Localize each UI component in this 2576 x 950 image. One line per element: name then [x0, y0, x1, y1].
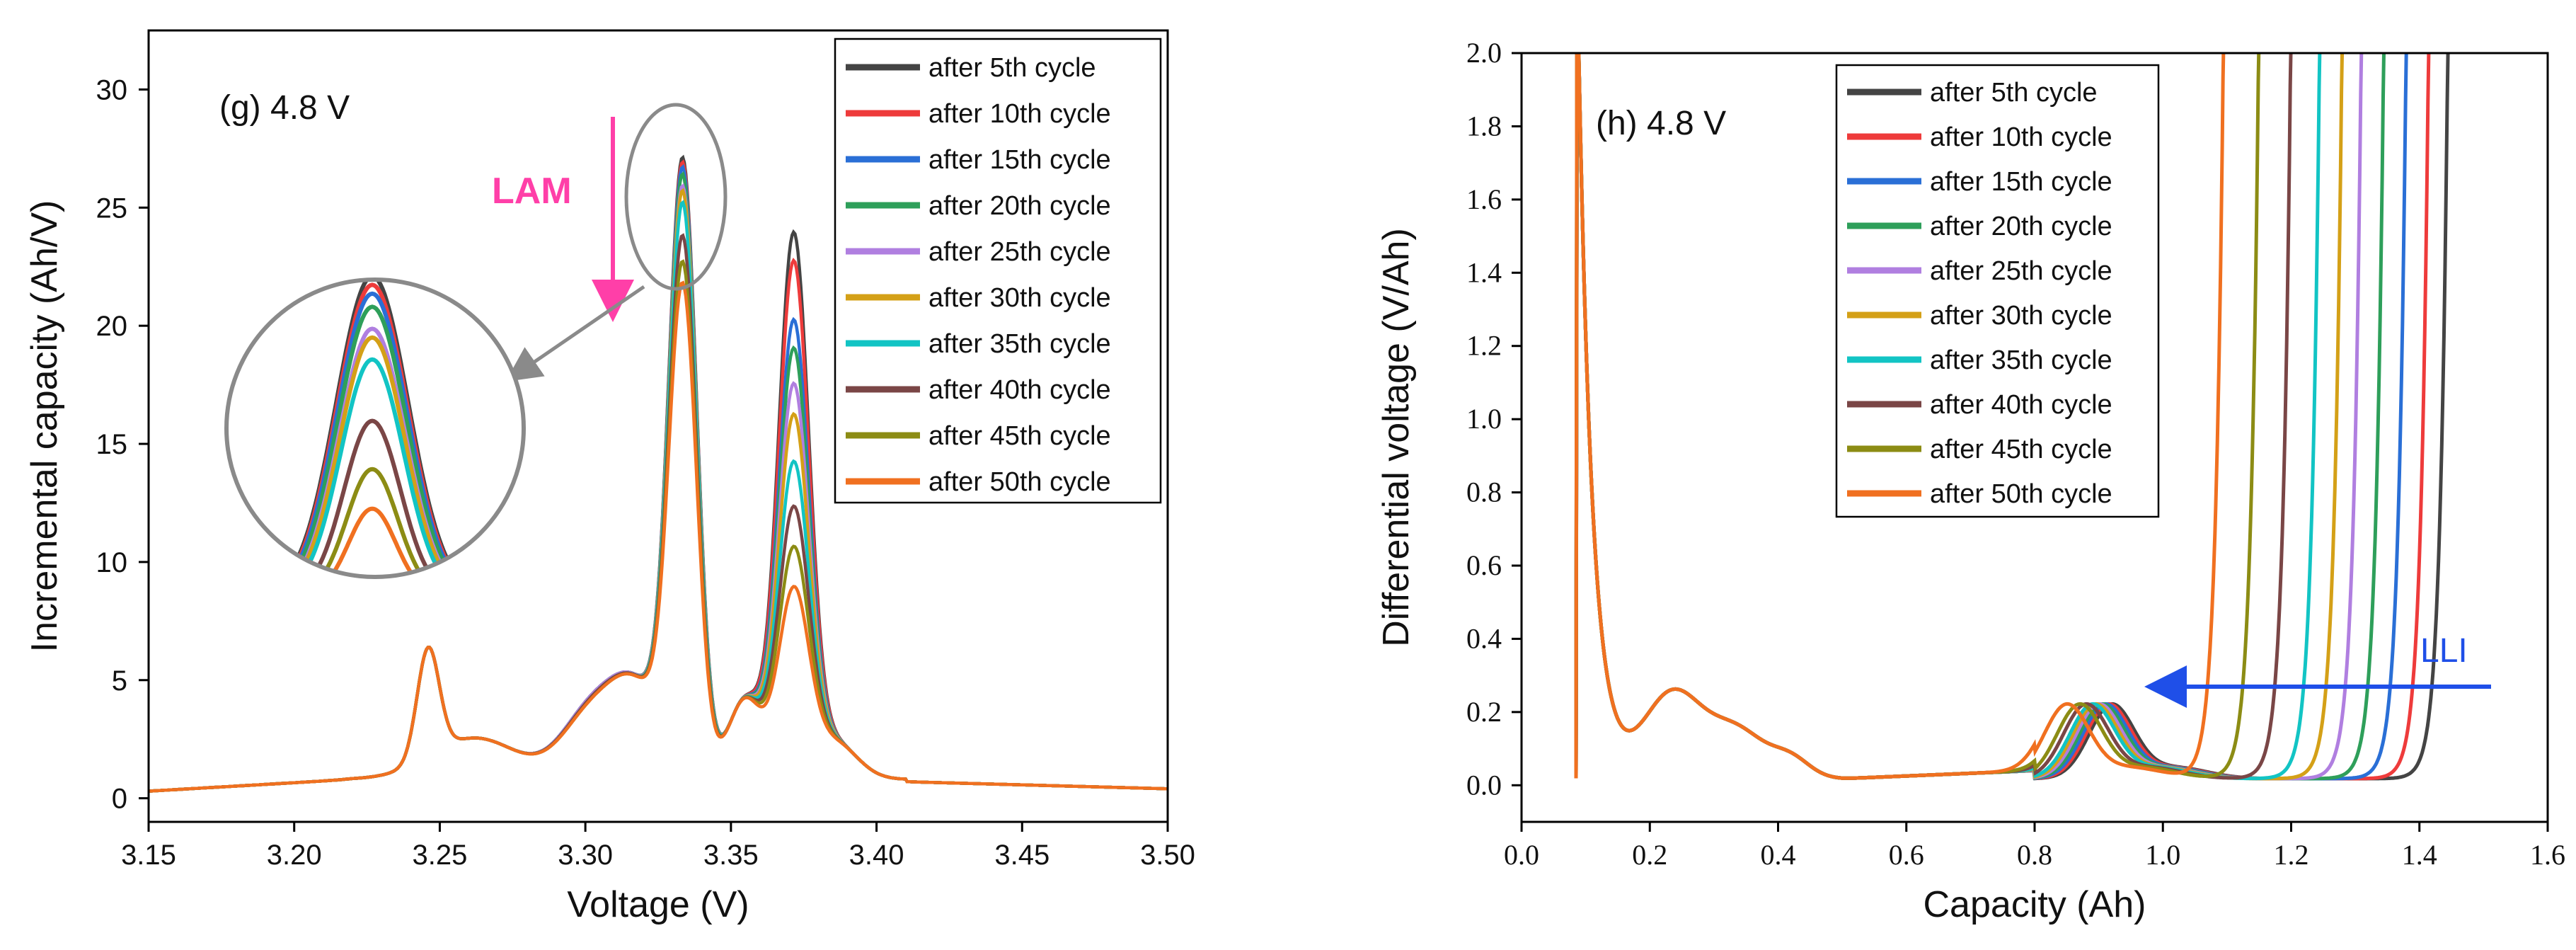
- g-legend-label: after 40th cycle: [928, 375, 1111, 405]
- g-y-tick-label: 10: [96, 547, 128, 578]
- g-series-group: [149, 154, 1168, 793]
- g-plot-frame: [147, 29, 1169, 823]
- g-legend-label: after 35th cycle: [928, 329, 1111, 359]
- g-x-axis: 3.15 3.20 3.25 3.30 3.35 3.40 3.45 3.50: [121, 822, 1195, 871]
- panel-g-incremental-capacity: 3.15 3.20 3.25 3.30 3.35 3.40 3.45 3.50 0 5 10 15 2…: [24, 29, 1195, 925]
- g-y-tick-label: 0: [112, 784, 127, 815]
- g-legend-label: after 50th cycle: [928, 467, 1111, 497]
- g-x-tick-label: 3.15: [121, 840, 176, 871]
- h-x-tick-label: 1.4: [2402, 839, 2437, 871]
- g-magnifier: [224, 277, 526, 579]
- h-y-axis-label: Differential voltage (V/Ah): [1376, 228, 1417, 647]
- g-y-tick-label: 30: [96, 74, 128, 105]
- g-annotation-lam: LAM: [492, 171, 572, 212]
- h-y-tick-label: 0.4: [1466, 622, 1502, 654]
- g-x-tick-label: 3.35: [703, 840, 759, 871]
- g-y-axis-label: Incremental capacity (Ah/V): [24, 200, 65, 653]
- g-legend-box: [834, 38, 1162, 504]
- g-y-tick-label: 15: [96, 429, 128, 460]
- h-legend-label: after 5th cycle: [1930, 78, 2098, 108]
- g-x-tick-label: 3.50: [1140, 840, 1195, 871]
- h-x-tick-label: 1.0: [2145, 839, 2180, 871]
- g-legend-label: after 5th cycle: [928, 53, 1096, 83]
- g-zoom-ellipse: [624, 103, 728, 291]
- g-x-tick-label: 3.25: [412, 840, 467, 871]
- g-series-line: [149, 280, 1168, 793]
- h-x-tick-label: 1.2: [2274, 839, 2309, 871]
- h-y-tick-label: 1.8: [1466, 110, 1502, 142]
- g-magnified-line: [306, 418, 438, 577]
- g-y-tick-label: 5: [112, 665, 127, 697]
- g-magnifier-series: [289, 280, 456, 577]
- h-legend-label: after 45th cycle: [1930, 435, 2112, 464]
- g-x-tick-label: 3.40: [849, 840, 904, 871]
- h-y-tick-label: 2.0: [1466, 37, 1502, 69]
- g-legend-label: after 30th cycle: [928, 283, 1111, 313]
- g-legend-label: after 45th cycle: [928, 421, 1111, 451]
- g-legend-items: after 5th cycle after 10th cycle after 15t…: [846, 53, 1111, 497]
- h-x-tick-label: 1.6: [2530, 839, 2565, 871]
- h-y-tick-label: 0.0: [1466, 769, 1502, 801]
- h-legend-label: after 25th cycle: [1930, 256, 2112, 286]
- h-legend: after 5th cycle after 10th cycle after 15t…: [1835, 64, 2160, 518]
- g-magnified-line: [299, 357, 446, 577]
- h-x-tick-label: 0.4: [1761, 839, 1796, 871]
- h-x-tick-label: 0.2: [1632, 839, 1667, 871]
- h-series-group: [1574, 53, 2450, 781]
- g-magnified-line: [292, 304, 452, 574]
- h-legend-items: after 5th cycle after 10th cycle after 15t…: [1847, 78, 2112, 509]
- panel-h-differential-voltage: 0.0 0.2 0.4 0.6 0.8 1.0 1.2 1.4 1.6 0.0 0.2 0.4 0.6…: [1376, 37, 2565, 925]
- h-y-tick-label: 0.8: [1466, 476, 1502, 508]
- h-y-tick-label: 0.6: [1466, 549, 1502, 581]
- h-x-tick-label: 0.0: [1504, 839, 1539, 871]
- h-y-tick-label: 1.0: [1466, 403, 1502, 435]
- h-y-tick-label: 1.2: [1466, 330, 1502, 362]
- h-annotation-lli: LLI: [2420, 632, 2468, 670]
- g-magnified-line: [318, 506, 427, 577]
- h-y-axis: 0.0 0.2 0.4 0.6 0.8 1.0 1.2 1.4 1.6 1.8 2.0: [1466, 37, 1522, 801]
- g-x-axis-label: Voltage (V): [567, 884, 749, 925]
- g-title: (g) 4.8 V: [219, 89, 350, 127]
- g-legend-label: after 20th cycle: [928, 191, 1111, 221]
- g-x-tick-label: 3.20: [267, 840, 322, 871]
- g-magnified-line: [312, 467, 432, 577]
- h-legend-label: after 10th cycle: [1930, 122, 2112, 152]
- g-x-tick-label: 3.45: [994, 840, 1050, 871]
- h-legend-label: after 50th cycle: [1930, 479, 2112, 509]
- h-x-tick-label: 0.6: [1889, 839, 1924, 871]
- h-legend-label: after 35th cycle: [1930, 345, 2112, 375]
- h-x-axis: 0.0 0.2 0.4 0.6 0.8 1.0 1.2 1.4 1.6: [1504, 822, 2565, 871]
- h-x-tick-label: 0.8: [2017, 839, 2052, 871]
- g-legend-label: after 15th cycle: [928, 145, 1111, 175]
- h-legend-label: after 15th cycle: [1930, 167, 2112, 197]
- h-legend-label: after 30th cycle: [1930, 301, 2112, 331]
- g-magnified-line: [297, 335, 448, 577]
- h-legend-box: [1835, 64, 2160, 518]
- g-y-tick-label: 25: [96, 193, 128, 224]
- h-y-tick-label: 1.4: [1466, 256, 1502, 288]
- g-legend: after 5th cycle after 10th cycle after 15t…: [834, 38, 1162, 504]
- g-legend-label: after 25th cycle: [928, 237, 1111, 267]
- g-zoom-pointer: [505, 285, 645, 382]
- h-y-tick-label: 1.6: [1466, 183, 1502, 215]
- h-legend-label: after 20th cycle: [1930, 212, 2112, 241]
- g-legend-label: after 10th cycle: [928, 99, 1111, 129]
- g-x-tick-label: 3.30: [558, 840, 613, 871]
- g-y-axis: 0 5 10 15 20 25 30: [96, 74, 149, 815]
- h-series-line: [1574, 53, 2226, 780]
- h-legend-label: after 40th cycle: [1930, 390, 2112, 420]
- h-y-tick-label: 0.2: [1466, 696, 1502, 728]
- g-y-tick-label: 20: [96, 311, 128, 342]
- h-title: (h) 4.8 V: [1596, 105, 1726, 142]
- h-x-axis-label: Capacity (Ah): [1924, 884, 2146, 925]
